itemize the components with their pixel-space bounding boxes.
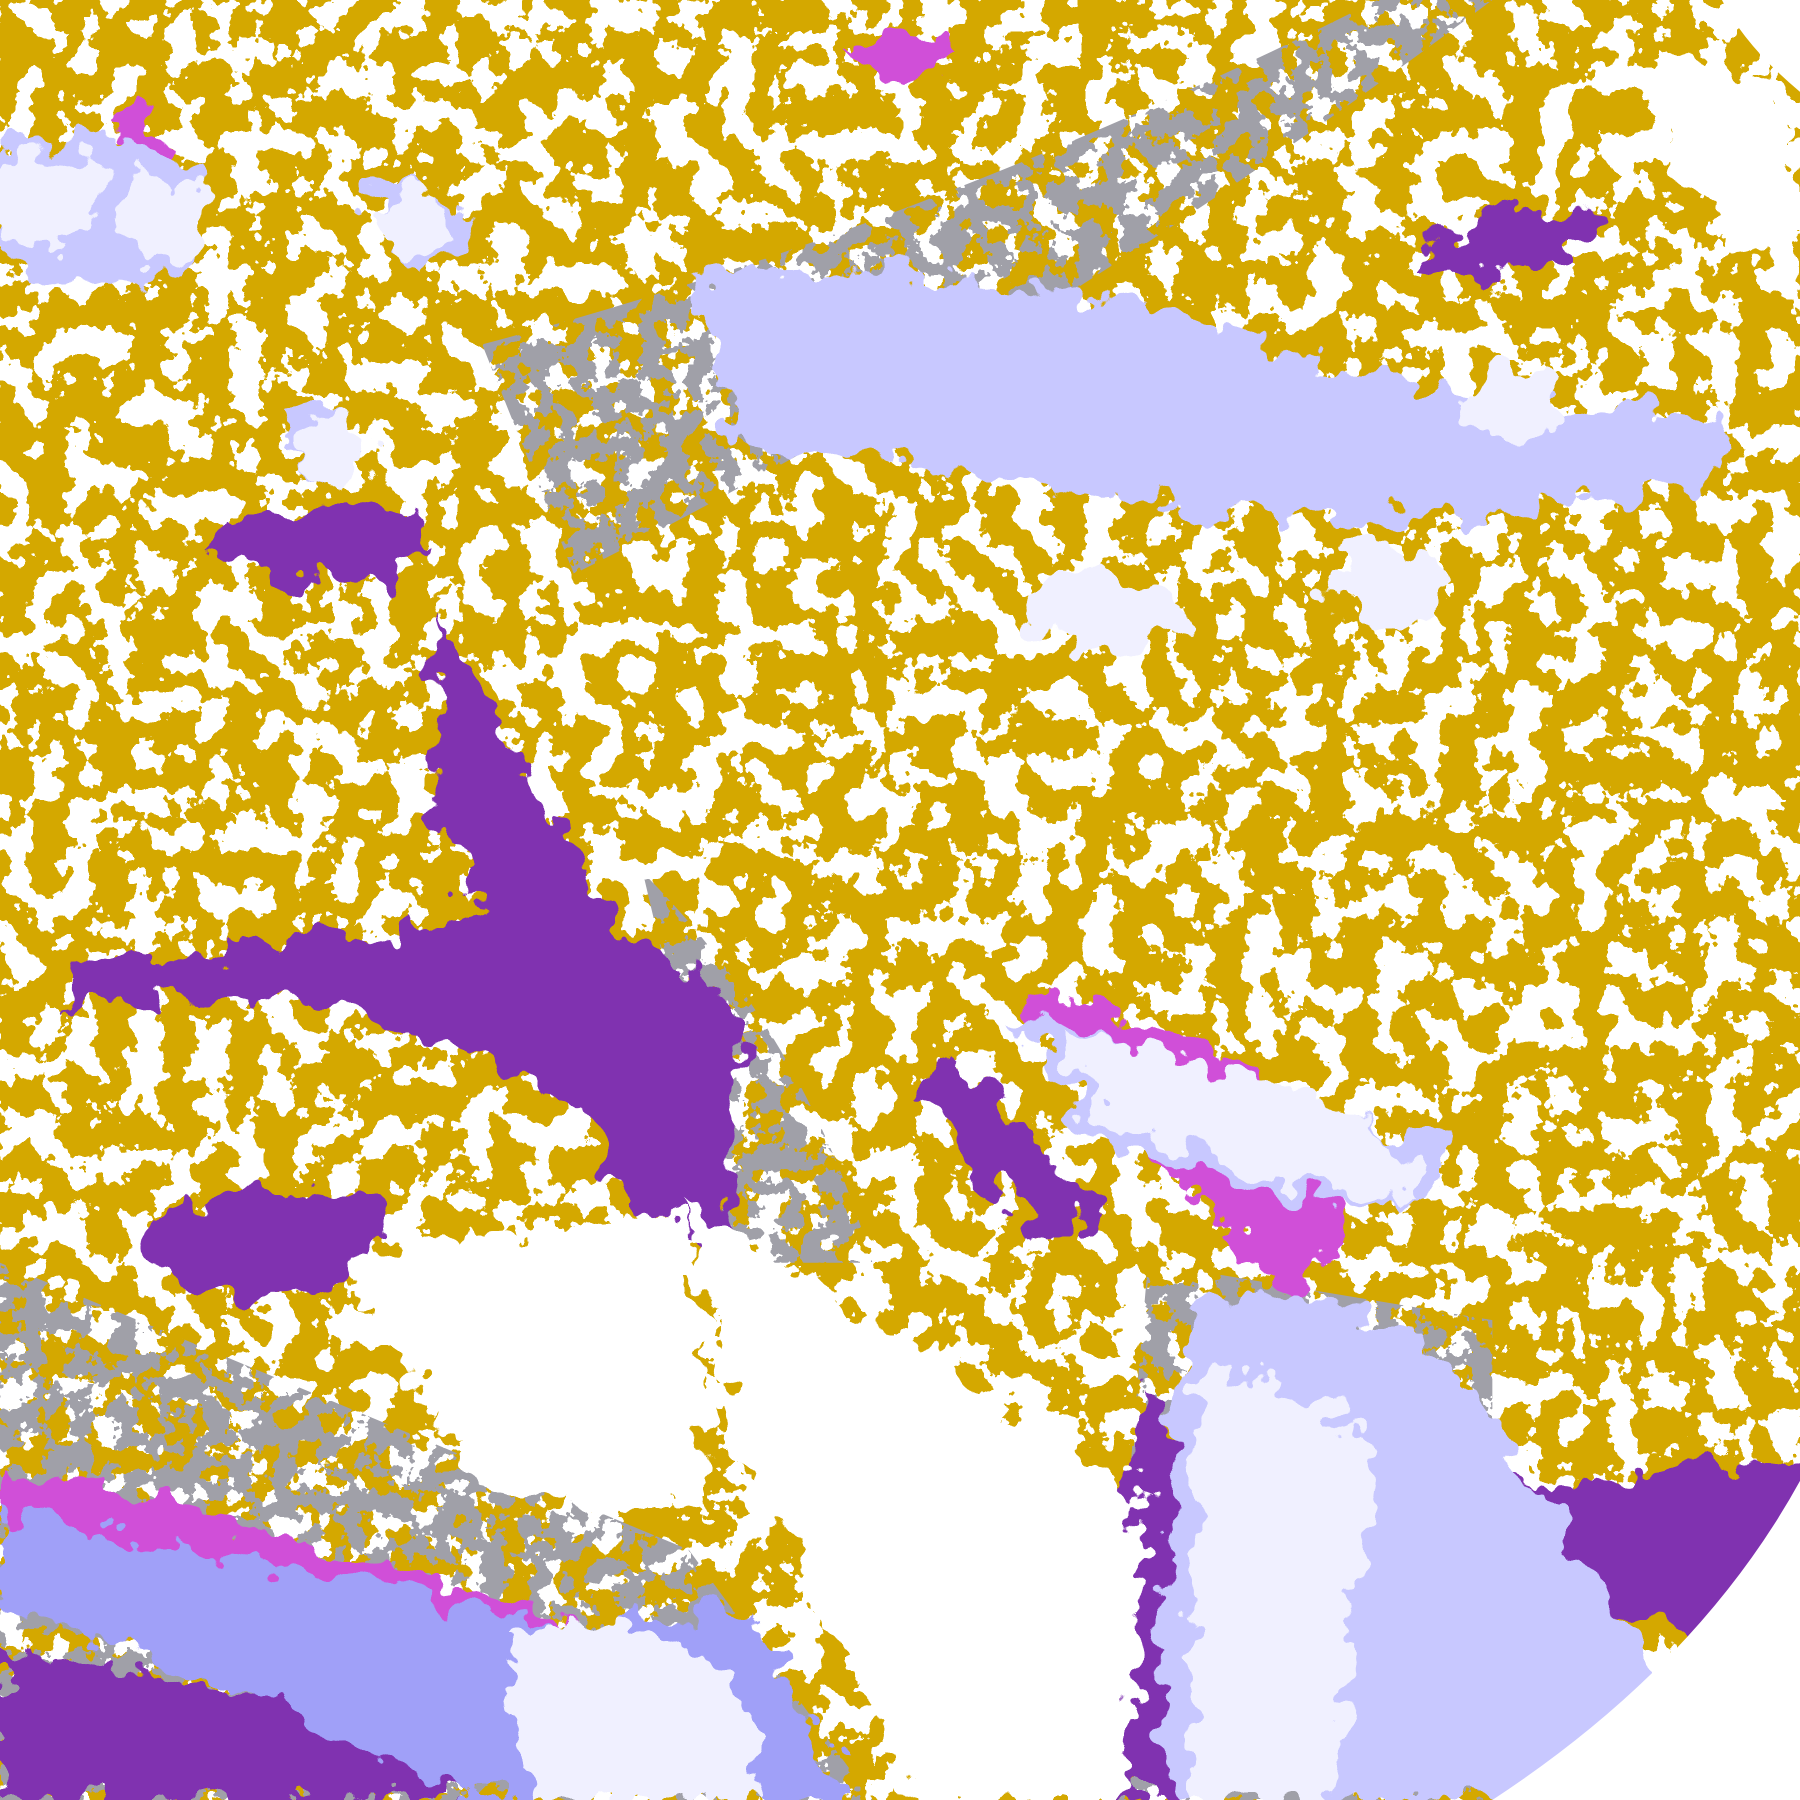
earth-limb-space [1492, 0, 1800, 1800]
clear-regions [344, 63, 1800, 1800]
deep-convective-cores [0, 149, 1567, 1800]
